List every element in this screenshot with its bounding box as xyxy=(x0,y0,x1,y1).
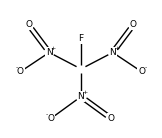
Text: +: + xyxy=(114,46,120,51)
Text: -: - xyxy=(15,65,17,70)
Text: N: N xyxy=(78,92,84,101)
Text: -: - xyxy=(46,112,48,117)
Text: O: O xyxy=(47,114,54,123)
Text: O: O xyxy=(17,67,24,76)
Text: +: + xyxy=(51,46,56,51)
Text: -: - xyxy=(145,65,147,70)
Text: O: O xyxy=(138,67,145,76)
Text: N: N xyxy=(46,48,53,57)
Text: +: + xyxy=(82,90,88,95)
Text: O: O xyxy=(25,20,32,29)
Text: N: N xyxy=(109,48,116,57)
Text: F: F xyxy=(78,34,84,43)
Text: O: O xyxy=(130,20,137,29)
Text: O: O xyxy=(108,114,115,123)
